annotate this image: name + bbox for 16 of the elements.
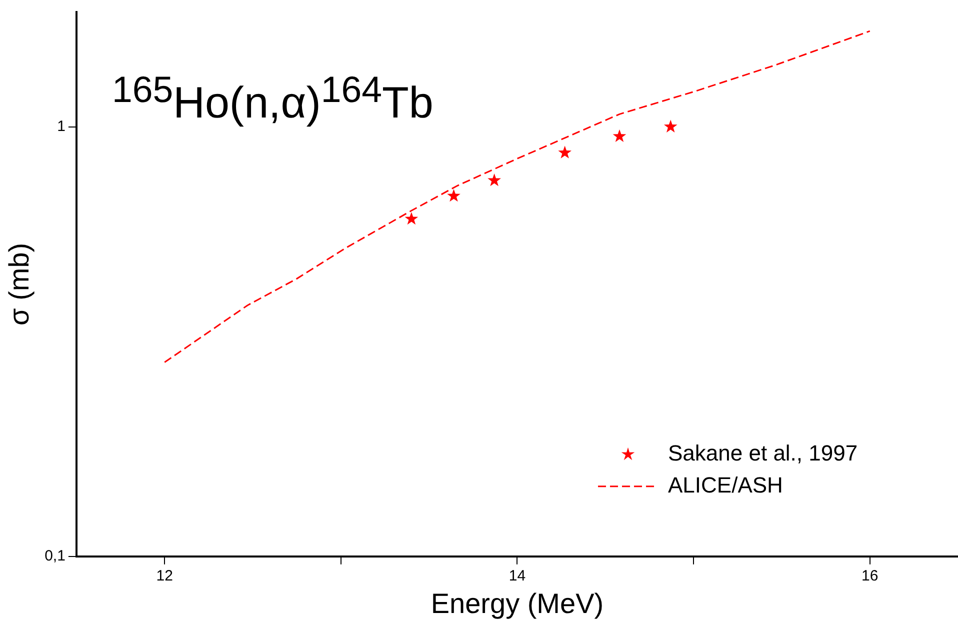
x-tick-label: 14 [508,568,526,585]
y-axis-title: σ (mb) [4,242,35,326]
x-tick-label: 12 [156,568,173,585]
point [558,146,572,158]
legend-label: Sakane et al., 1997 [668,440,858,466]
legend-label: ALICE/ASH [668,472,783,498]
y-tick-label: 1 [57,118,66,135]
point [447,189,460,202]
point [664,120,678,132]
y-tick-label: 0,1 [44,548,66,565]
point [488,173,501,186]
point [404,212,418,225]
x-axis-title: Energy (MeV) [430,588,604,619]
point [612,129,626,142]
annotation: $^{165}$Ho(n,α)$^{164}$Tb [112,69,434,128]
x-tick-label: 16 [862,568,878,585]
